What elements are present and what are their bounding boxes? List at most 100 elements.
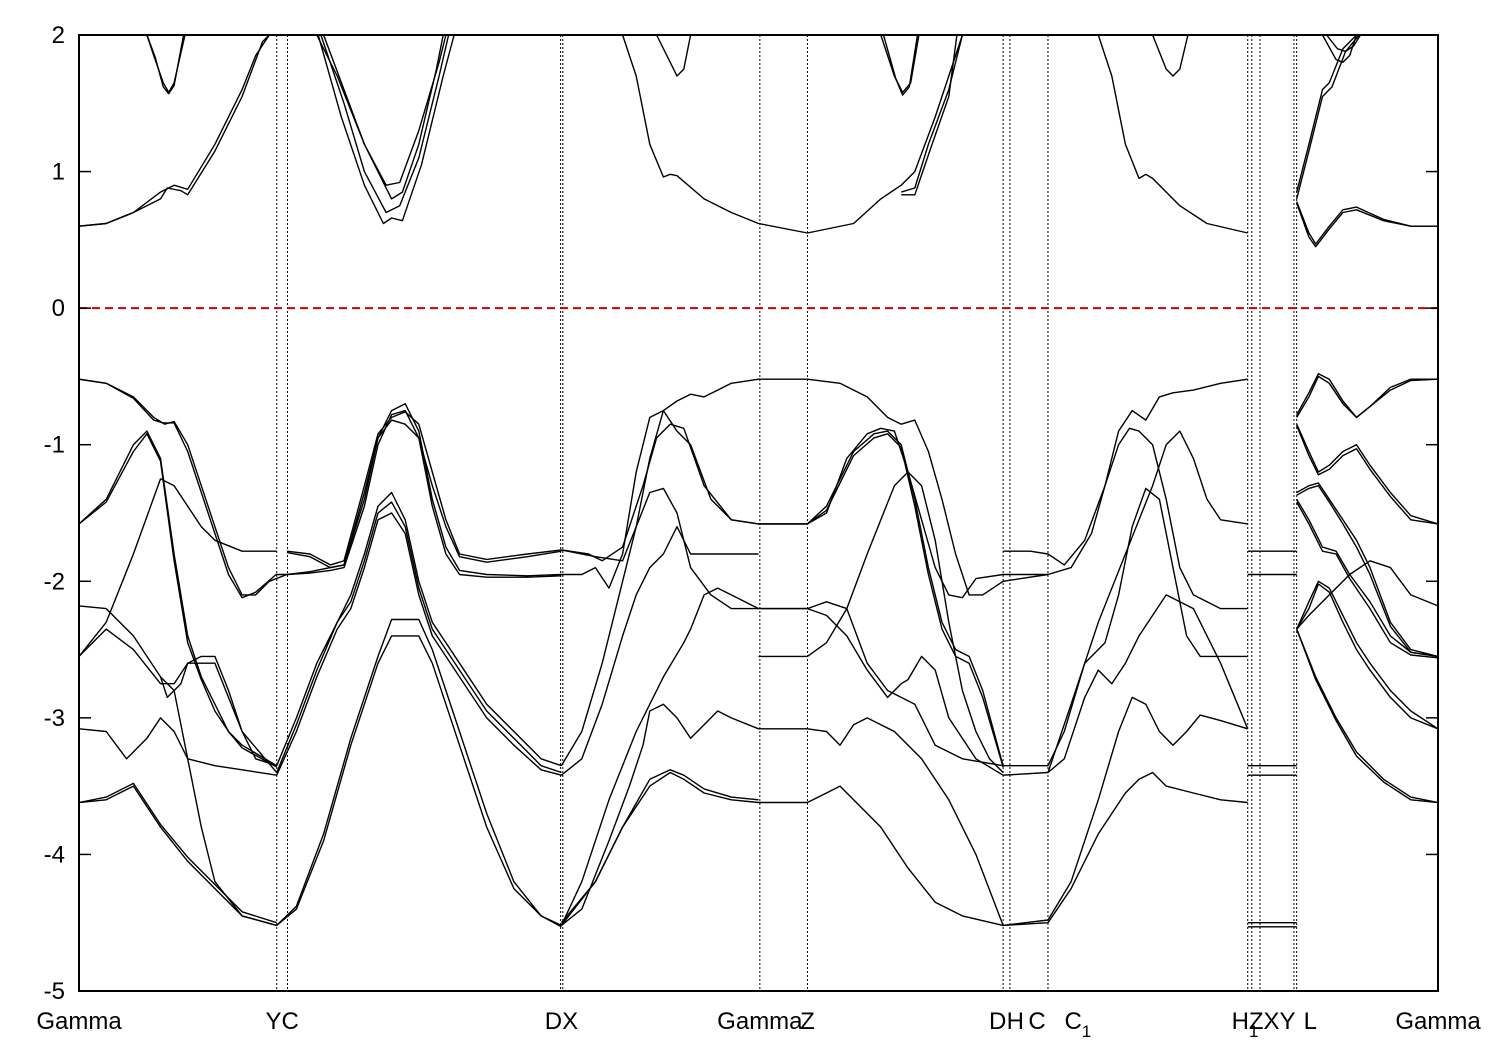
band-line-1-2 bbox=[286, 411, 562, 566]
x-tick-label-4: Z bbox=[800, 1008, 815, 1035]
band-line-2-40 bbox=[1296, 628, 1439, 804]
band-line-0-20 bbox=[1321, 34, 1358, 63]
y-tick-label: 0 bbox=[52, 295, 65, 322]
band-line-2-26 bbox=[1003, 696, 1248, 927]
band-line-2-17 bbox=[560, 703, 1004, 926]
band-line-1-8 bbox=[561, 378, 1049, 596]
band-line-0-15 bbox=[1151, 34, 1189, 77]
band-line-2-6 bbox=[78, 785, 277, 927]
band-line-2-14 bbox=[560, 487, 1004, 767]
x-tick-label-12: Gamma bbox=[1395, 1008, 1481, 1035]
x-tick-label-3: Gamma bbox=[717, 1008, 803, 1035]
plot-frame bbox=[78, 34, 1439, 992]
band-line-2-39 bbox=[1296, 628, 1439, 804]
y-tick-label: -4 bbox=[44, 841, 65, 868]
band-line-2-3 bbox=[78, 605, 277, 767]
x-tick-label-11: L bbox=[1304, 1008, 1317, 1035]
band-line-1-9 bbox=[1003, 378, 1248, 566]
band-line-2-13 bbox=[276, 501, 562, 774]
band-line-0-10 bbox=[880, 34, 920, 94]
band-line-2-22 bbox=[758, 430, 1004, 766]
band-line-2-28 bbox=[1047, 430, 1248, 773]
band-line-0-12 bbox=[900, 34, 964, 193]
band-line-0-6 bbox=[320, 34, 450, 214]
band-line-2-4 bbox=[78, 628, 278, 773]
band-line-2-9 bbox=[276, 635, 562, 927]
band-line-1-0 bbox=[78, 378, 288, 596]
band-line-0-5 bbox=[322, 34, 444, 200]
x-tick-label-5: D bbox=[989, 1008, 1006, 1035]
x-tick-label-10: ZXY bbox=[1249, 1008, 1296, 1035]
band-line-0-7 bbox=[317, 34, 455, 225]
band-line-0-0 bbox=[78, 34, 270, 227]
band-line-1-16 bbox=[1296, 425, 1439, 525]
band-line-1-7 bbox=[561, 423, 759, 562]
band-line-1-15 bbox=[1296, 423, 1439, 525]
band-line-2-2 bbox=[78, 478, 277, 657]
y-tick-label: -1 bbox=[44, 432, 65, 459]
band-line-0-11 bbox=[882, 34, 919, 96]
band-line-2-16 bbox=[560, 587, 759, 926]
band-line-1-5 bbox=[286, 409, 562, 578]
x-tick-label-9: H1 bbox=[1232, 1008, 1259, 1041]
band-line-0-2 bbox=[146, 34, 186, 94]
band-line-2-33 bbox=[1296, 482, 1439, 658]
x-tick-label-0: Gamma bbox=[36, 1008, 122, 1035]
band-line-2-0 bbox=[78, 430, 278, 767]
x-tick-label-2: DX bbox=[545, 1008, 578, 1035]
band-line-2-21 bbox=[758, 607, 1004, 776]
band-line-2-10 bbox=[276, 618, 562, 928]
band-line-2-23 bbox=[758, 433, 1004, 768]
y-tick-label: 1 bbox=[52, 159, 65, 186]
y-tick-label: 2 bbox=[52, 22, 65, 49]
band-line-0-1 bbox=[78, 34, 270, 227]
band-line-0-21 bbox=[1326, 34, 1362, 53]
band-line-2-19 bbox=[560, 769, 759, 924]
band-lines bbox=[78, 34, 1439, 928]
y-tick-label: -3 bbox=[44, 705, 65, 732]
band-line-2-35 bbox=[1296, 498, 1439, 658]
band-line-1-14 bbox=[1296, 373, 1438, 419]
band-line-1-13 bbox=[1296, 375, 1439, 419]
x-tick-label-7: C bbox=[1028, 1008, 1045, 1035]
band-line-2-7 bbox=[78, 782, 277, 924]
band-line-2-8 bbox=[160, 676, 277, 927]
kpoint-gridlines bbox=[276, 35, 1298, 991]
band-line-2-25 bbox=[1003, 594, 1249, 776]
band-line-2-20 bbox=[758, 471, 1004, 773]
band-line-0-17 bbox=[1296, 34, 1360, 200]
band-line-1-4 bbox=[286, 403, 562, 577]
plot-border bbox=[78, 34, 1439, 992]
band-line-2-12 bbox=[276, 512, 562, 776]
band-line-0-18 bbox=[1296, 201, 1438, 245]
x-tick-label-1: YC bbox=[265, 1008, 298, 1035]
band-line-1-10 bbox=[1047, 427, 1248, 610]
band-line-2-34 bbox=[1296, 485, 1439, 658]
band-line-0-14 bbox=[1097, 34, 1248, 234]
band-line-2-24 bbox=[1003, 487, 1248, 767]
band-line-2-36 bbox=[1296, 501, 1439, 659]
x-tick-label-6: H bbox=[1007, 1008, 1024, 1035]
band-line-2-15 bbox=[560, 526, 759, 776]
band-line-2-38 bbox=[1296, 583, 1439, 730]
band-line-1-1 bbox=[78, 378, 287, 599]
band-line-2-27 bbox=[1003, 771, 1248, 927]
band-line-0-13 bbox=[901, 34, 958, 196]
band-line-2-1 bbox=[78, 433, 278, 768]
band-line-0-9 bbox=[655, 34, 692, 77]
band-line-2-41 bbox=[1296, 560, 1439, 630]
band-line-0-3 bbox=[146, 34, 185, 95]
band-line-2-18 bbox=[560, 771, 1004, 927]
y-axis-ticks: -5 -4 -3 -2 -1 0 1 2 bbox=[44, 22, 1438, 1005]
band-line-0-16 bbox=[1296, 34, 1357, 193]
band-line-2-11 bbox=[276, 491, 562, 767]
band-line-1-6 bbox=[561, 409, 1048, 599]
band-line-2-5 bbox=[78, 717, 277, 776]
y-tick-label: -5 bbox=[44, 978, 65, 1005]
band-line-0-19 bbox=[1296, 202, 1438, 248]
band-line-0-8 bbox=[621, 34, 964, 234]
y-tick-label: -2 bbox=[44, 568, 65, 595]
band-line-2-37 bbox=[1296, 580, 1439, 730]
